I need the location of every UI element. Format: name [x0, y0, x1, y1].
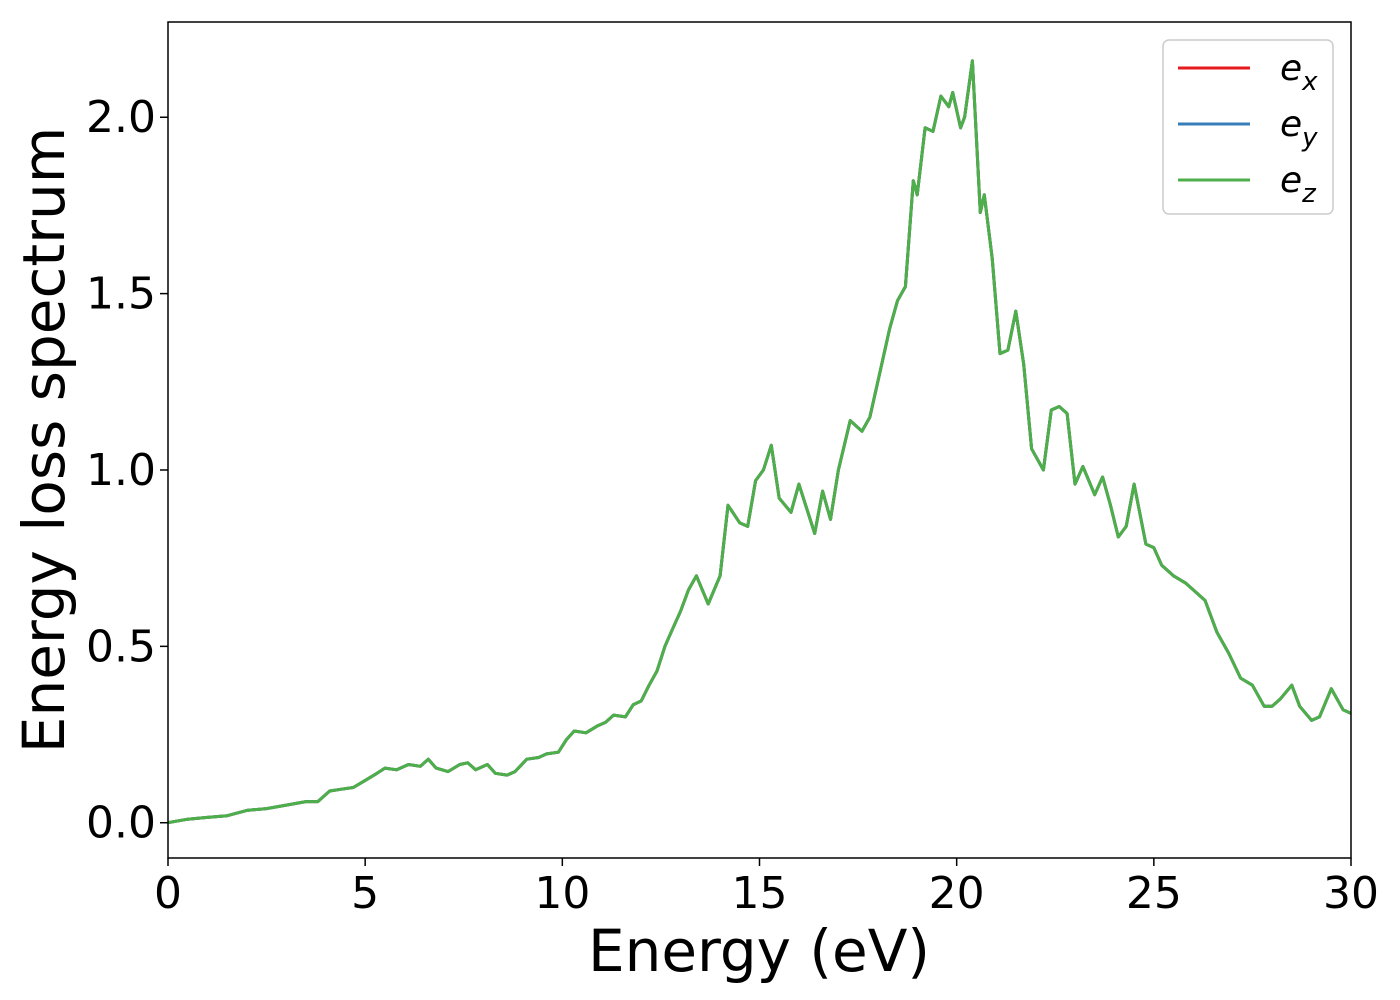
- y-axis-label: Energy loss spectrum: [10, 127, 78, 753]
- x-tick-label: 10: [534, 868, 590, 919]
- x-tick-label: 25: [1126, 868, 1182, 919]
- series-line-z: [168, 59, 1351, 825]
- x-tick-label: 30: [1323, 868, 1379, 919]
- legend-label-subscript: x: [1301, 67, 1318, 97]
- legend-label-subscript: z: [1301, 179, 1317, 209]
- y-tick-label: 2.0: [86, 92, 156, 143]
- y-axis: 0.0 0.5 1.0 1.5 2.0: [86, 92, 168, 849]
- legend-label-base: e: [1280, 48, 1302, 89]
- series-layer: [168, 59, 1351, 825]
- legend-label-subscript: y: [1301, 123, 1318, 153]
- y-tick-label: 0.0: [86, 798, 156, 849]
- x-tick-label: 0: [154, 868, 182, 919]
- y-tick-label: 1.0: [86, 445, 156, 496]
- legend-label-z: ez: [1280, 160, 1317, 209]
- legend-frame: [1162, 39, 1334, 215]
- legend-label-base: e: [1280, 104, 1302, 145]
- x-tick-label: 5: [351, 868, 379, 919]
- x-axis-label: Energy (eV): [588, 917, 930, 985]
- x-axis: 0 5 10 15 20 25 30: [154, 858, 1379, 919]
- legend-label-y: ey: [1280, 104, 1318, 153]
- x-tick-label: 15: [732, 868, 788, 919]
- x-tick-label: 20: [929, 868, 985, 919]
- legend-label-x: ex: [1280, 48, 1318, 97]
- y-tick-label: 1.5: [86, 269, 156, 320]
- legend-label-base: e: [1280, 160, 1302, 201]
- y-tick-label: 0.5: [86, 621, 156, 672]
